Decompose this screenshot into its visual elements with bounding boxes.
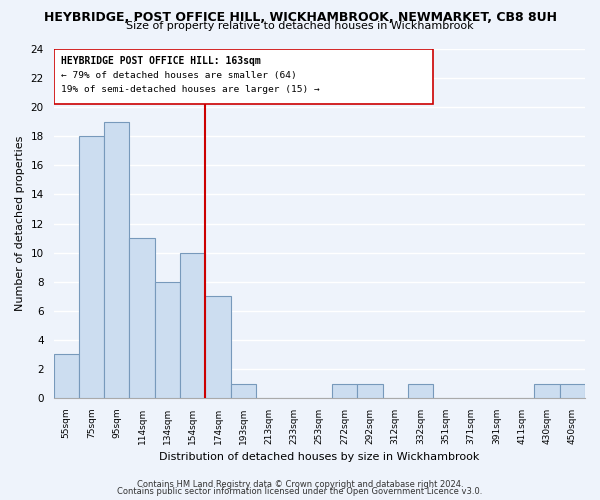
Bar <box>130 238 155 398</box>
Text: 19% of semi-detached houses are larger (15) →: 19% of semi-detached houses are larger (… <box>61 85 320 94</box>
Bar <box>104 122 130 398</box>
Bar <box>205 296 230 398</box>
Text: HEYBRIDGE POST OFFICE HILL: 163sqm: HEYBRIDGE POST OFFICE HILL: 163sqm <box>61 56 261 66</box>
Bar <box>180 252 205 398</box>
Bar <box>332 384 357 398</box>
X-axis label: Distribution of detached houses by size in Wickhambrook: Distribution of detached houses by size … <box>159 452 479 462</box>
FancyBboxPatch shape <box>53 49 433 104</box>
Bar <box>357 384 383 398</box>
Bar <box>53 354 79 398</box>
Text: Contains public sector information licensed under the Open Government Licence v3: Contains public sector information licen… <box>118 487 482 496</box>
Text: ← 79% of detached houses are smaller (64): ← 79% of detached houses are smaller (64… <box>61 70 297 80</box>
Bar <box>408 384 433 398</box>
Text: Contains HM Land Registry data © Crown copyright and database right 2024.: Contains HM Land Registry data © Crown c… <box>137 480 463 489</box>
Bar <box>230 384 256 398</box>
Bar <box>560 384 585 398</box>
Y-axis label: Number of detached properties: Number of detached properties <box>15 136 25 311</box>
Bar <box>79 136 104 398</box>
Bar <box>535 384 560 398</box>
Text: Size of property relative to detached houses in Wickhambrook: Size of property relative to detached ho… <box>126 21 474 31</box>
Bar <box>155 282 180 398</box>
Text: HEYBRIDGE, POST OFFICE HILL, WICKHAMBROOK, NEWMARKET, CB8 8UH: HEYBRIDGE, POST OFFICE HILL, WICKHAMBROO… <box>44 11 557 24</box>
